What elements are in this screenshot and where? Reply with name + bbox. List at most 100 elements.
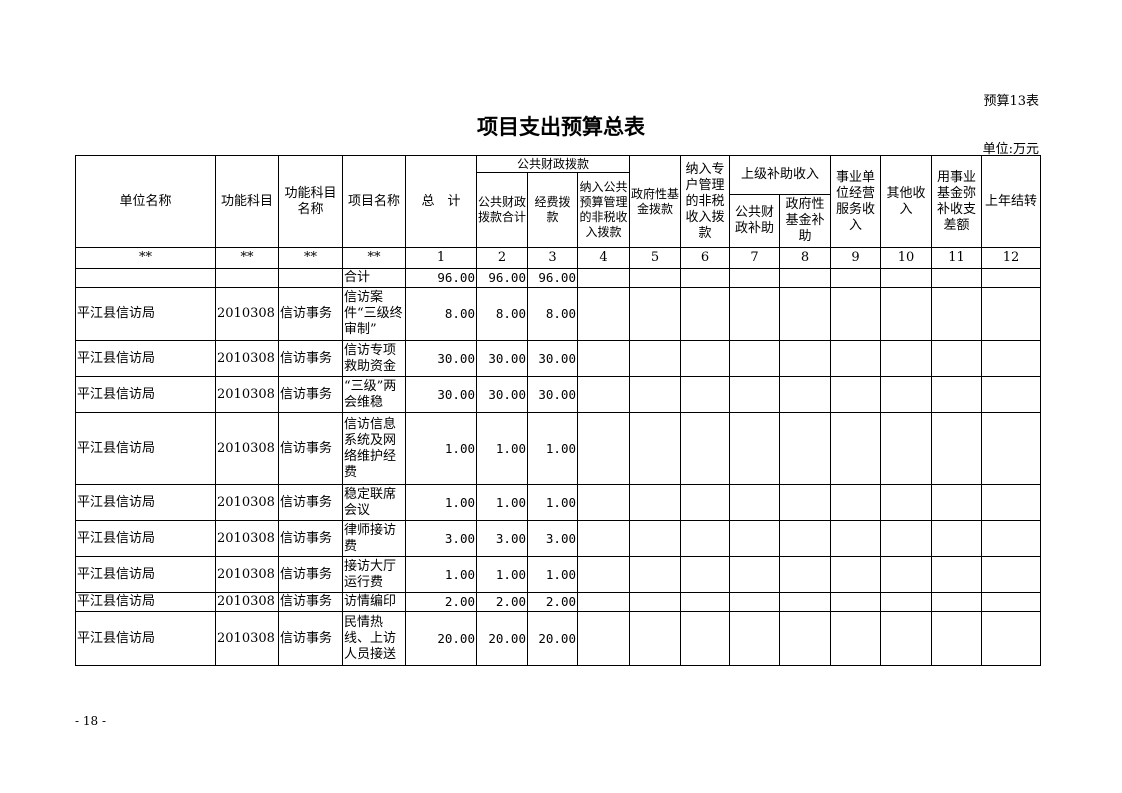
- empty-cell: [629, 611, 681, 666]
- cell-project: 接访大厅运行费: [342, 556, 406, 593]
- empty-cell: [880, 484, 932, 521]
- index-cell: 12: [981, 247, 1041, 269]
- empty-cell: [729, 611, 780, 666]
- index-cell: 3: [527, 247, 578, 269]
- cell-total: 8.00: [405, 287, 477, 341]
- header-fund-gap: 用事业基金弥补收支差额: [931, 155, 982, 248]
- cell-code: 2010308: [215, 592, 279, 612]
- empty-cell: [830, 611, 881, 666]
- empty-cell: [981, 340, 1041, 377]
- cell-funding: 1.00: [527, 412, 578, 485]
- header-funding: 经费拨款: [527, 172, 578, 248]
- empty-cell: [830, 287, 881, 341]
- cell-func: 信访事务: [278, 412, 343, 485]
- empty-cell: [779, 520, 831, 557]
- cell-funding: 30.00: [527, 376, 578, 413]
- header-superior-public: 公共财政补助: [729, 194, 780, 248]
- empty-cell: [981, 484, 1041, 521]
- empty-cell: [880, 376, 932, 413]
- cell-public-total: 30.00: [476, 340, 528, 377]
- cell-public-total: 2.00: [476, 592, 528, 612]
- cell-public-total: 1.00: [476, 412, 528, 485]
- empty-cell: [577, 592, 630, 612]
- empty-cell: [931, 484, 982, 521]
- cell-func: 信访事务: [278, 592, 343, 612]
- cell-code: 2010308: [215, 287, 279, 341]
- header-superior-group: 上级补助收入: [729, 155, 831, 195]
- header-total: 总 计: [405, 155, 477, 248]
- cell-project: 民情热线、上访人员接送: [342, 611, 406, 666]
- empty-cell: [981, 412, 1041, 485]
- cell-funding: 2.00: [527, 592, 578, 612]
- cell-total: 30.00: [405, 376, 477, 413]
- empty-cell: [931, 520, 982, 557]
- cell-total: 1.00: [405, 556, 477, 593]
- total-value: 96.00: [405, 268, 477, 288]
- table-row: 平江县信访局 2010308 信访事务 民情热线、上访人员接送 20.00 20.00 20…: [75, 611, 1041, 666]
- cell-unit: 平江县信访局: [75, 556, 216, 593]
- empty-cell: [779, 611, 831, 666]
- empty-cell: [729, 340, 780, 377]
- unit-label: 单位:万元: [982, 142, 1039, 157]
- cell-code: 2010308: [215, 611, 279, 666]
- index-cell: **: [215, 247, 279, 269]
- empty-cell: [830, 592, 881, 612]
- header-unit-name: 单位名称: [75, 155, 216, 248]
- empty-cell: [680, 376, 730, 413]
- empty-cell: [931, 611, 982, 666]
- empty-cell: [680, 340, 730, 377]
- cell-project: 访情编印: [342, 592, 406, 612]
- empty-cell: [629, 340, 681, 377]
- empty-cell: [577, 287, 630, 341]
- cell-total: 3.00: [405, 520, 477, 557]
- index-cell: 7: [729, 247, 780, 269]
- empty-cell: [779, 484, 831, 521]
- table-row: 平江县信访局 2010308 信访事务 稳定联席会议 1.00 1.00 1.00: [75, 484, 1041, 521]
- empty-cell: [931, 376, 982, 413]
- empty-cell: [629, 520, 681, 557]
- cell-func: 信访事务: [278, 287, 343, 341]
- empty-cell: [981, 376, 1041, 413]
- cell-total: 1.00: [405, 484, 477, 521]
- empty-cell: [830, 412, 881, 485]
- empty-cell: [779, 340, 831, 377]
- cell-unit: 平江县信访局: [75, 376, 216, 413]
- index-cell: 6: [680, 247, 730, 269]
- cell-project: 信访专项救助资金: [342, 340, 406, 377]
- index-cell: 1: [405, 247, 477, 269]
- cell-total: 20.00: [405, 611, 477, 666]
- empty-cell: [577, 412, 630, 485]
- index-cell: 11: [931, 247, 982, 269]
- cell-unit: 平江县信访局: [75, 484, 216, 521]
- index-cell: 9: [830, 247, 881, 269]
- cell-total: 30.00: [405, 340, 477, 377]
- cell-public-total: 1.00: [476, 556, 528, 593]
- header-project: 项目名称: [342, 155, 406, 248]
- cell-project: 信访案件“三级终审制”: [342, 287, 406, 341]
- header-carryover: 上年结转: [981, 155, 1041, 248]
- cell-code: 2010308: [215, 340, 279, 377]
- empty-cell: [779, 376, 831, 413]
- cell-code: 2010308: [215, 376, 279, 413]
- empty-cell: [680, 520, 730, 557]
- cell-funding: 3.00: [527, 520, 578, 557]
- empty-cell: [729, 520, 780, 557]
- empty-cell: [880, 287, 932, 341]
- header-nontax-public: 纳入公共预算管理的非税收入拨款: [577, 172, 630, 248]
- empty-cell: [629, 592, 681, 612]
- cell-project: “三级”两会维稳: [342, 376, 406, 413]
- empty-cell: [577, 611, 630, 666]
- empty-cell: [680, 592, 730, 612]
- cell-project: 信访信息系统及网络维护经费: [342, 412, 406, 485]
- cell-public-total: 30.00: [476, 376, 528, 413]
- empty-cell: [577, 376, 630, 413]
- empty-cell: [779, 287, 831, 341]
- empty-cell: [729, 592, 780, 612]
- cell-project: 律师接访费: [342, 520, 406, 557]
- empty-cell: [680, 484, 730, 521]
- empty-cell: [830, 484, 881, 521]
- header-public-group: 公共财政拨款: [476, 155, 630, 173]
- index-cell: 5: [629, 247, 681, 269]
- total-funding: 96.00: [527, 268, 578, 288]
